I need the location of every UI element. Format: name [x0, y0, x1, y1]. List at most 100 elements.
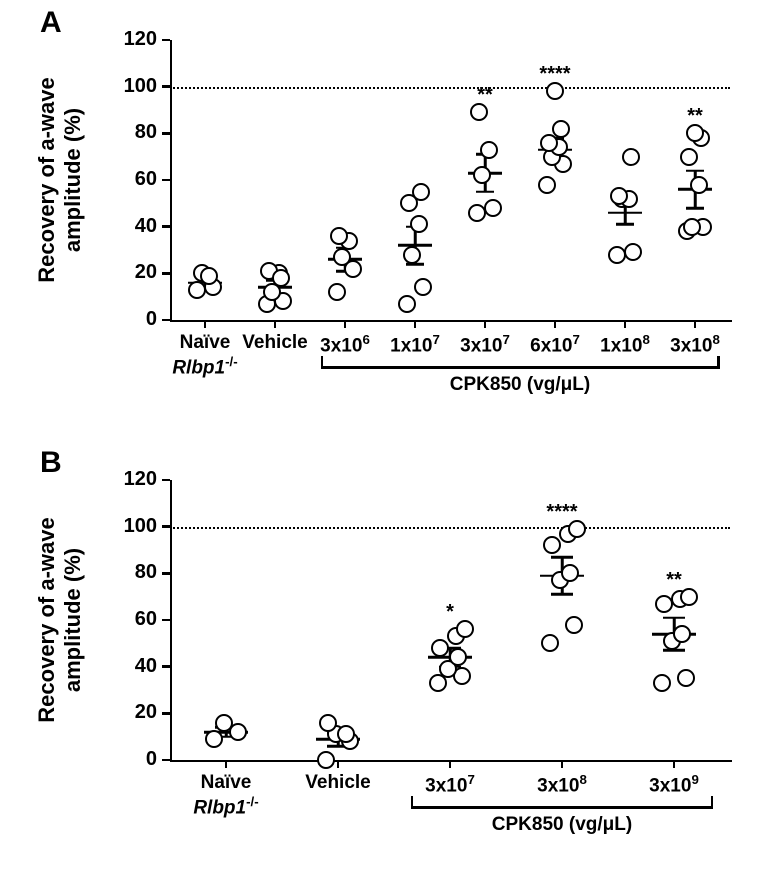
- data-point: [272, 269, 290, 287]
- x-tick: [204, 320, 207, 328]
- data-point: [552, 120, 570, 138]
- data-point: [205, 730, 223, 748]
- data-point: [398, 295, 416, 313]
- data-point: [561, 564, 579, 582]
- data-point: [412, 183, 430, 201]
- x-tick: [337, 760, 340, 768]
- y-tick-label: 80: [115, 121, 157, 144]
- data-point: [410, 215, 428, 233]
- data-point: [319, 714, 337, 732]
- x-tick: [694, 320, 697, 328]
- y-tick: [162, 319, 170, 322]
- data-point: [540, 134, 558, 152]
- error-cap: [551, 593, 573, 596]
- data-point: [414, 278, 432, 296]
- mean-line: [608, 211, 642, 214]
- data-point: [473, 166, 491, 184]
- y-axis-label-B: Recovery of a-waveamplitude (%): [34, 517, 86, 722]
- reference-line: [170, 527, 730, 529]
- panel-label-A: A: [40, 6, 62, 40]
- data-point: [680, 148, 698, 166]
- x-tick-label: Vehicle: [288, 772, 388, 794]
- data-point: [624, 243, 642, 261]
- y-axis-label-A: Recovery of a-waveamplitude (%): [34, 77, 86, 282]
- y-tick-label: 20: [115, 261, 157, 284]
- data-point: [328, 283, 346, 301]
- y-tick: [162, 665, 170, 668]
- data-point: [431, 639, 449, 657]
- y-tick: [162, 712, 170, 715]
- y-tick-label: 20: [115, 701, 157, 724]
- data-point: [680, 588, 698, 606]
- y-tick: [162, 39, 170, 42]
- x-tick: [554, 320, 557, 328]
- error-cap: [663, 616, 685, 619]
- y-tick-label: 120: [115, 468, 157, 491]
- data-point: [541, 634, 559, 652]
- significance-label: **: [666, 569, 682, 592]
- y-tick-label: 100: [115, 515, 157, 538]
- error-cap: [616, 223, 634, 226]
- x-tick: [449, 760, 452, 768]
- bracket: [711, 796, 714, 806]
- plot-area-A: [170, 40, 732, 322]
- data-point: [333, 248, 351, 266]
- error-cap: [686, 169, 704, 172]
- y-tick: [162, 179, 170, 182]
- y-tick-label: 100: [115, 75, 157, 98]
- y-tick-label: 0: [115, 308, 157, 331]
- x-block-label: CPK850 (vg/μL): [430, 374, 610, 396]
- significance-label: **: [687, 105, 703, 128]
- bracket: [321, 366, 720, 369]
- data-point: [565, 616, 583, 634]
- x-tick: [673, 760, 676, 768]
- data-point: [330, 227, 348, 245]
- bracket: [321, 356, 324, 366]
- y-tick: [162, 759, 170, 762]
- data-point: [200, 267, 218, 285]
- y-tick: [162, 525, 170, 528]
- bracket: [717, 356, 720, 366]
- data-point: [480, 141, 498, 159]
- y-tick: [162, 85, 170, 88]
- x-tick-label: 3x108: [645, 332, 745, 357]
- x-block-label: CPK850 (vg/μL): [472, 814, 652, 836]
- data-point: [653, 674, 671, 692]
- bracket: [411, 806, 713, 809]
- error-cap: [686, 207, 704, 210]
- y-tick: [162, 132, 170, 135]
- data-point: [673, 625, 691, 643]
- y-tick-label: 60: [115, 168, 157, 191]
- significance-label: **: [477, 84, 493, 107]
- y-tick: [162, 619, 170, 622]
- figure-container: A Recovery of a-waveamplitude (%) 0 20 40 60 8…: [0, 0, 774, 894]
- x-tick-label: 3x109: [624, 772, 724, 797]
- y-tick: [162, 479, 170, 482]
- x-tick: [225, 760, 228, 768]
- data-point: [543, 536, 561, 554]
- y-tick-label: 120: [115, 28, 157, 51]
- y-tick-label: 80: [115, 561, 157, 584]
- y-tick-label: 60: [115, 608, 157, 631]
- data-point: [456, 620, 474, 638]
- data-point: [317, 751, 335, 769]
- y-tick: [162, 272, 170, 275]
- x-tick: [274, 320, 277, 328]
- x-tick: [561, 760, 564, 768]
- panel-label-B: B: [40, 446, 62, 480]
- data-point: [215, 714, 233, 732]
- data-point: [337, 725, 355, 743]
- bracket: [411, 796, 414, 806]
- data-point: [484, 199, 502, 217]
- x-tick-label: 3x107: [400, 772, 500, 797]
- data-point: [622, 148, 640, 166]
- data-point: [683, 218, 701, 236]
- data-point: [403, 246, 421, 264]
- data-point: [538, 176, 556, 194]
- error-cap: [551, 556, 573, 559]
- y-tick: [162, 572, 170, 575]
- y-tick-label: 40: [115, 655, 157, 678]
- significance-label: ****: [546, 501, 577, 524]
- significance-label: ****: [539, 63, 570, 86]
- y-tick-label: 0: [115, 748, 157, 771]
